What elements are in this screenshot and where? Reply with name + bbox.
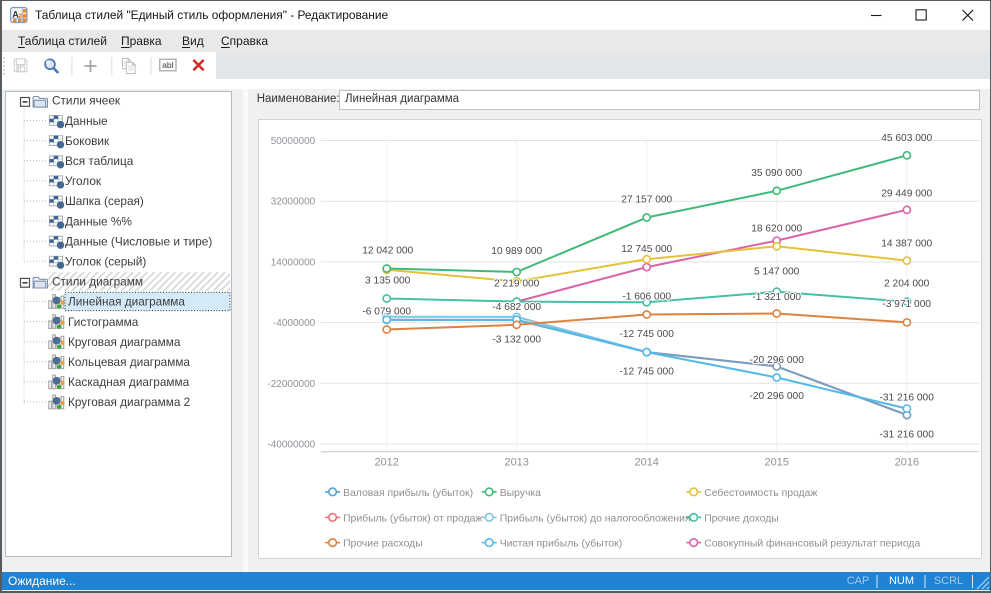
svg-text:Боковик: Боковик bbox=[65, 133, 110, 147]
svg-text:-12 745 000: -12 745 000 bbox=[620, 329, 675, 340]
svg-text:Данные: Данные bbox=[65, 113, 108, 127]
svg-text:-3 132 000: -3 132 000 bbox=[493, 334, 542, 345]
svg-text:12 042 000: 12 042 000 bbox=[362, 245, 413, 256]
svg-text:2013: 2013 bbox=[505, 456, 529, 468]
svg-text:-1 321 000: -1 321 000 bbox=[753, 292, 802, 303]
svg-text:2012: 2012 bbox=[375, 456, 399, 468]
svg-text:-20 296 000: -20 296 000 bbox=[750, 390, 805, 401]
svg-text:Данные (Числовые и тире): Данные (Числовые и тире) bbox=[65, 234, 212, 248]
svg-text:Совокупный финансовый результа: Совокупный финансовый результат периода bbox=[704, 537, 920, 549]
svg-text:2 204 000: 2 204 000 bbox=[884, 278, 930, 289]
svg-text:Прочие расходы: Прочие расходы bbox=[343, 538, 423, 549]
svg-text:Данные %%: Данные %% bbox=[65, 214, 132, 228]
svg-text:3 135 000: 3 135 000 bbox=[365, 275, 411, 286]
svg-text:12 745 000: 12 745 000 bbox=[621, 244, 672, 255]
svg-text:32000000: 32000000 bbox=[271, 196, 316, 207]
svg-text:2016: 2016 bbox=[895, 456, 919, 468]
svg-text:Себестоимость продаж: Себестоимость продаж bbox=[704, 487, 817, 499]
svg-text:A: A bbox=[12, 10, 19, 20]
svg-text:14000000: 14000000 bbox=[271, 257, 316, 268]
svg-text:2014: 2014 bbox=[635, 456, 659, 468]
svg-text:10 989 000: 10 989 000 bbox=[491, 246, 542, 257]
svg-text:-4000000: -4000000 bbox=[273, 318, 316, 329]
svg-text:5 147 000: 5 147 000 bbox=[754, 266, 800, 277]
svg-text:35 090 000: 35 090 000 bbox=[751, 167, 802, 178]
svg-text:Стили диаграмм: Стили диаграмм bbox=[52, 274, 143, 288]
svg-text:-3 971 000: -3 971 000 bbox=[883, 298, 932, 309]
svg-text:45 603 000: 45 603 000 bbox=[881, 133, 932, 144]
svg-text:Круговая диаграмма: Круговая диаграмма bbox=[68, 334, 181, 348]
svg-text:Вся таблица: Вся таблица bbox=[65, 154, 134, 168]
svg-text:Шапка (серая): Шапка (серая) bbox=[65, 194, 144, 208]
svg-text:Уголок: Уголок bbox=[65, 174, 102, 188]
svg-text:Кольцевая диаграмма: Кольцевая диаграмма bbox=[68, 355, 190, 369]
svg-text:14 387 000: 14 387 000 bbox=[881, 238, 932, 249]
svg-text:abl: abl bbox=[162, 60, 174, 70]
svg-text:Уголок (серый): Уголок (серый) bbox=[65, 254, 146, 268]
svg-text:27 157 000: 27 157 000 bbox=[621, 194, 672, 205]
svg-text:Стили ячеек: Стили ячеек bbox=[52, 93, 121, 107]
svg-text:-22000000: -22000000 bbox=[268, 378, 316, 389]
svg-text:a: a bbox=[18, 11, 24, 22]
svg-text:-31 216 000: -31 216 000 bbox=[880, 392, 935, 403]
svg-text:50000000: 50000000 bbox=[271, 136, 316, 147]
svg-text:Линейная диаграмма: Линейная диаграмма bbox=[68, 294, 185, 308]
svg-text:-12 745 000: -12 745 000 bbox=[620, 366, 675, 377]
svg-text:Выручка: Выручка bbox=[500, 488, 541, 499]
svg-text:Гистограмма: Гистограмма bbox=[68, 314, 139, 328]
svg-text:Круговая диаграмма 2: Круговая диаграмма 2 bbox=[68, 395, 190, 409]
svg-text:-20 296 000: -20 296 000 bbox=[750, 354, 805, 365]
svg-text:Чистая прибыль (убыток): Чистая прибыль (убыток) bbox=[500, 537, 622, 549]
svg-text:29 449 000: 29 449 000 bbox=[881, 188, 932, 199]
svg-text:-6 079 000: -6 079 000 bbox=[363, 306, 412, 317]
svg-text:Каскадная диаграмма: Каскадная диаграмма bbox=[68, 375, 190, 389]
svg-text:Прочие доходы: Прочие доходы bbox=[704, 513, 779, 524]
svg-text:-1 606 000: -1 606 000 bbox=[623, 291, 672, 302]
svg-text:-31 216 000: -31 216 000 bbox=[880, 429, 935, 440]
svg-text:2015: 2015 bbox=[765, 456, 789, 468]
svg-text:Прибыль (убыток) до налогообло: Прибыль (убыток) до налогообложения bbox=[500, 512, 691, 524]
svg-text:2 219 000: 2 219 000 bbox=[494, 278, 540, 289]
svg-text:Валовая прибыль (убыток): Валовая прибыль (убыток) bbox=[343, 487, 473, 499]
svg-text:-40000000: -40000000 bbox=[268, 439, 316, 450]
svg-text:Прибыль (убыток) от продаж: Прибыль (убыток) от продаж bbox=[343, 512, 482, 524]
svg-text:-4 682 000: -4 682 000 bbox=[493, 302, 542, 313]
svg-text:18 620 000: 18 620 000 bbox=[751, 223, 802, 234]
